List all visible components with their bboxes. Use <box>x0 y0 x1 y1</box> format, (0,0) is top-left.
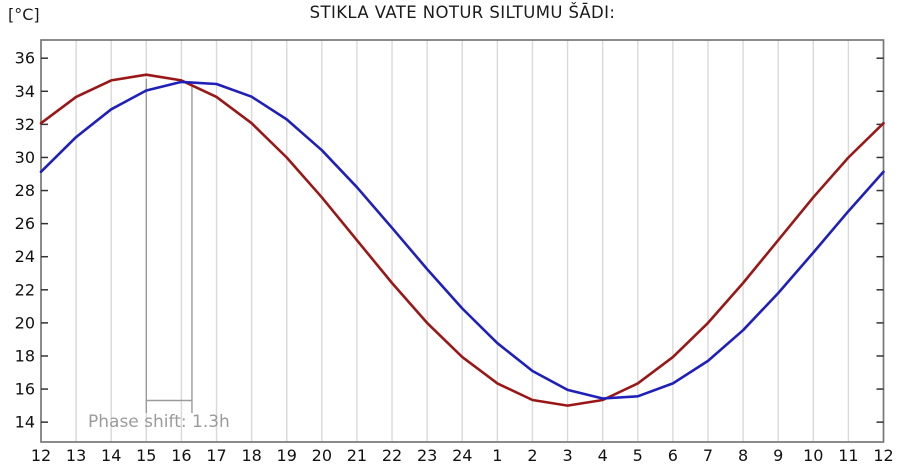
x-tick-label: 15 <box>136 446 156 465</box>
x-tick-label: 14 <box>101 446 121 465</box>
x-tick-label: 4 <box>598 446 608 465</box>
x-tick-label: 2 <box>527 446 537 465</box>
y-tick-label: 18 <box>15 346 35 365</box>
y-tick-label: 16 <box>15 380 35 399</box>
y-tick-label: 34 <box>15 82 35 101</box>
phase-shift-annotation-label: Phase shift: 1.3h <box>88 412 230 432</box>
x-tick-label: 5 <box>633 446 643 465</box>
x-tick-label: 21 <box>347 446 367 465</box>
y-axis-unit-label: [°C] <box>8 5 40 24</box>
y-tick-label: 30 <box>15 148 35 167</box>
y-tick-label: 24 <box>15 247 35 266</box>
x-tick-label: 10 <box>803 446 823 465</box>
x-tick-label: 7 <box>703 446 713 465</box>
x-tick-label: 1 <box>492 446 502 465</box>
y-tick-label: 20 <box>15 313 35 332</box>
x-tick-label: 23 <box>417 446 437 465</box>
x-tick-label: 8 <box>738 446 748 465</box>
x-tick-label: 9 <box>773 446 783 465</box>
x-tick-label: 17 <box>206 446 226 465</box>
y-tick-label: 32 <box>15 115 35 134</box>
x-tick-label: 6 <box>668 446 678 465</box>
blue-curve-line <box>39 80 885 400</box>
x-tick-label: 12 <box>31 446 51 465</box>
x-tick-label: 16 <box>171 446 191 465</box>
x-tick-label: 20 <box>312 446 332 465</box>
x-tick-label: 13 <box>66 446 86 465</box>
x-tick-label: 3 <box>562 446 572 465</box>
chart-title: STIKLA VATE NOTUR SILTUMU ŠĀDI: <box>309 3 616 22</box>
x-tick-label: 18 <box>241 446 261 465</box>
x-tick-label: 24 <box>452 446 472 465</box>
y-tick-label: 14 <box>15 413 35 432</box>
x-tick-label: 12 <box>873 446 893 465</box>
x-tick-label: 19 <box>277 446 297 465</box>
x-tick-label: 11 <box>838 446 858 465</box>
red-curve-line <box>39 73 885 407</box>
plot-border <box>40 39 885 443</box>
y-tick-label: 26 <box>15 214 35 233</box>
x-tick-label: 22 <box>382 446 402 465</box>
y-tick-label: 22 <box>15 280 35 299</box>
y-tick-label: 36 <box>15 49 35 68</box>
y-tick-label: 28 <box>15 181 35 200</box>
